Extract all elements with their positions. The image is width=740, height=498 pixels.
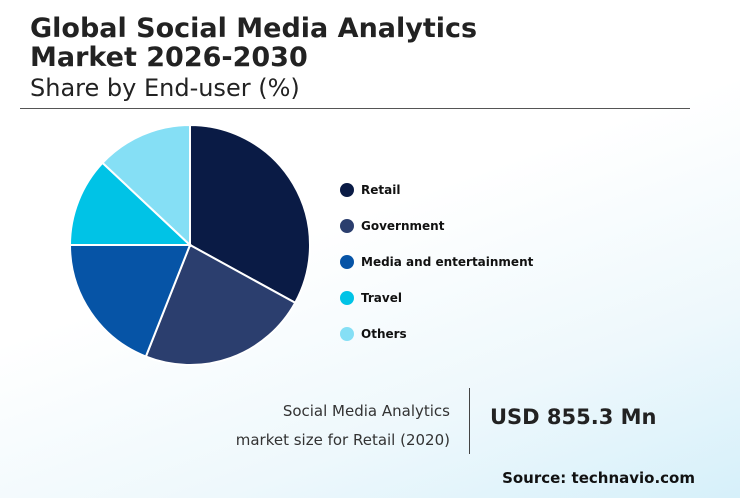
pie-slice-retail [189,123,311,305]
pie-slice-media-and-entertainment [68,244,192,358]
legend-swatch [340,219,354,233]
legend-label: Others [361,327,407,341]
kpi-caption-line1: Social Media Analytics [282,402,450,420]
legend-item-media-and-entertainment: Media and entertainment [340,244,533,280]
legend-label: Government [361,219,445,233]
pie-slice-travel [68,161,193,246]
legend-label: Media and entertainment [361,255,534,269]
title-divider [20,108,690,109]
pie-slice-others [101,123,191,248]
kpi-divider [469,388,470,454]
legend-swatch [340,255,354,269]
legend-swatch [340,327,354,341]
pie-slice-government [144,243,297,366]
kpi-value: USD 855.3 Mn [490,405,657,429]
chart-subtitle: Share by End-user (%) [30,74,300,102]
legend-label: Retail [361,183,401,197]
legend-item-retail: Retail [340,172,533,208]
kpi-caption: Social Media Analytics market size for R… [236,397,450,455]
source-credit: Source: technavio.com [502,469,695,487]
chart-title: Global Social Media Analytics Market 202… [30,13,478,73]
legend-swatch [340,183,354,197]
legend-item-government: Government [340,208,533,244]
legend-label: Travel [361,291,402,305]
legend-item-others: Others [340,316,533,352]
legend-swatch [340,291,354,305]
kpi-caption-line2: market size for Retail (2020) [235,431,450,449]
chart-legend: Retail Government Media and entertainment T… [340,172,533,352]
legend-item-travel: Travel [340,280,533,316]
